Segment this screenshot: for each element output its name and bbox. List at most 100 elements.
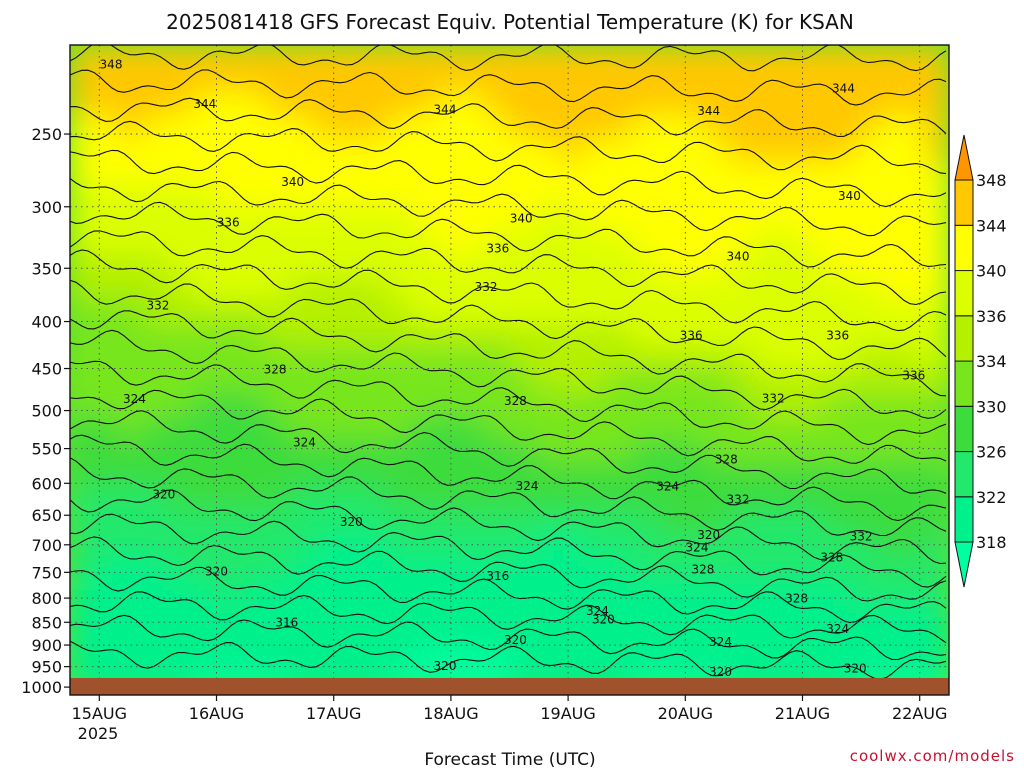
field-cell: [704, 416, 731, 441]
field-cell: [607, 161, 633, 186]
field-cell: [631, 462, 657, 488]
colorbar-band: [954, 405, 974, 453]
field-cell: [94, 509, 120, 534]
field-cell: [411, 137, 438, 163]
field-cell: [216, 509, 242, 534]
field-cell: [778, 161, 804, 186]
field-cell: [94, 393, 120, 418]
contour-line: [70, 97, 947, 138]
field-cell: [729, 207, 755, 232]
field-cell: [656, 555, 682, 580]
field-cell: [582, 230, 609, 255]
plot-area: 348 344 344 344 344 340 340 340 340 336 336 336 336 3…: [70, 45, 949, 695]
field-cell: [900, 648, 926, 673]
field-cell: [680, 137, 706, 163]
field-cell: [289, 68, 316, 93]
field-cell: [607, 555, 633, 580]
field-cell: [289, 230, 316, 255]
field-cell: [167, 253, 194, 279]
contour-label: 344: [434, 102, 457, 116]
field-cell: [94, 277, 120, 302]
field-cell: [924, 114, 949, 139]
field-cell: [753, 578, 780, 604]
field-cell: [460, 207, 487, 232]
field-cell: [167, 68, 194, 93]
field-cell: [729, 277, 755, 302]
field-cell: [314, 439, 340, 464]
field-cell: [411, 277, 438, 302]
field-cell: [900, 45, 926, 70]
field-cell: [851, 578, 877, 604]
field-cell: [851, 323, 877, 348]
field-cell: [680, 300, 706, 325]
field-cell: [533, 277, 560, 302]
y-tick-label: 300: [31, 198, 62, 217]
field-cell: [485, 346, 511, 371]
contour-label: 328: [715, 452, 738, 466]
contour-label: 328: [264, 362, 287, 376]
field-cell: [143, 439, 169, 464]
field-cell: [436, 602, 462, 627]
field-cell: [509, 184, 535, 209]
field-cell: [240, 161, 267, 186]
contour-label: 336: [680, 328, 703, 342]
field-cell: [656, 230, 682, 255]
field-cell: [875, 45, 902, 70]
field-cell: [778, 555, 804, 580]
field-cell: [216, 184, 242, 209]
x-tick-label: 21AUG: [775, 704, 830, 723]
field-cell: [826, 300, 853, 325]
field-cell: [289, 648, 316, 673]
field-cell: [582, 393, 609, 418]
field-cell: [70, 300, 96, 325]
field-cell: [94, 346, 120, 371]
field-cell: [656, 532, 682, 557]
field-cell: [778, 184, 804, 209]
field-cell: [680, 509, 706, 534]
field-cell: [167, 578, 194, 604]
field-cell: [631, 323, 657, 348]
field-cell: [900, 253, 926, 279]
contour-label: 340: [510, 212, 533, 226]
field-cell: [436, 253, 462, 279]
field-cell: [363, 45, 389, 70]
colorbar-band: [954, 360, 974, 407]
field-cell: [240, 323, 267, 348]
field-cell: [314, 91, 340, 116]
field-cell: [70, 45, 96, 70]
field-cell: [216, 532, 242, 557]
field-cell: [924, 370, 949, 395]
field-cell: [704, 207, 731, 232]
field-cell: [387, 230, 413, 255]
field-cell: [582, 114, 609, 139]
field-cell: [363, 323, 389, 348]
field-cell: [143, 555, 169, 580]
field-cell: [289, 114, 316, 139]
field-cell: [143, 648, 169, 673]
field-cell: [924, 416, 949, 441]
field-cell: [729, 184, 755, 209]
field-cell: [167, 323, 194, 348]
contour-line: [70, 329, 947, 419]
field-cell: [167, 625, 194, 650]
field-cell: [778, 393, 804, 418]
field-cell: [192, 114, 218, 139]
field-cell: [680, 207, 706, 232]
contour-label: 320: [504, 633, 527, 647]
field-cell: [607, 532, 633, 557]
contour-line: [70, 201, 947, 268]
field-cell: [167, 91, 194, 116]
field-cell: [826, 393, 853, 418]
y-tick-label: 500: [31, 402, 62, 421]
field-cell: [582, 253, 609, 279]
colorbar-label: 334: [976, 352, 1007, 371]
field-cell: [289, 91, 316, 116]
contour-line: [70, 640, 947, 680]
field-cell: [704, 45, 731, 70]
field-cell: [70, 486, 96, 511]
field-cell: [240, 462, 267, 488]
field-cell: [851, 207, 877, 232]
field-cell: [240, 625, 267, 650]
field-cell: [70, 578, 96, 604]
field-cell: [924, 277, 949, 302]
